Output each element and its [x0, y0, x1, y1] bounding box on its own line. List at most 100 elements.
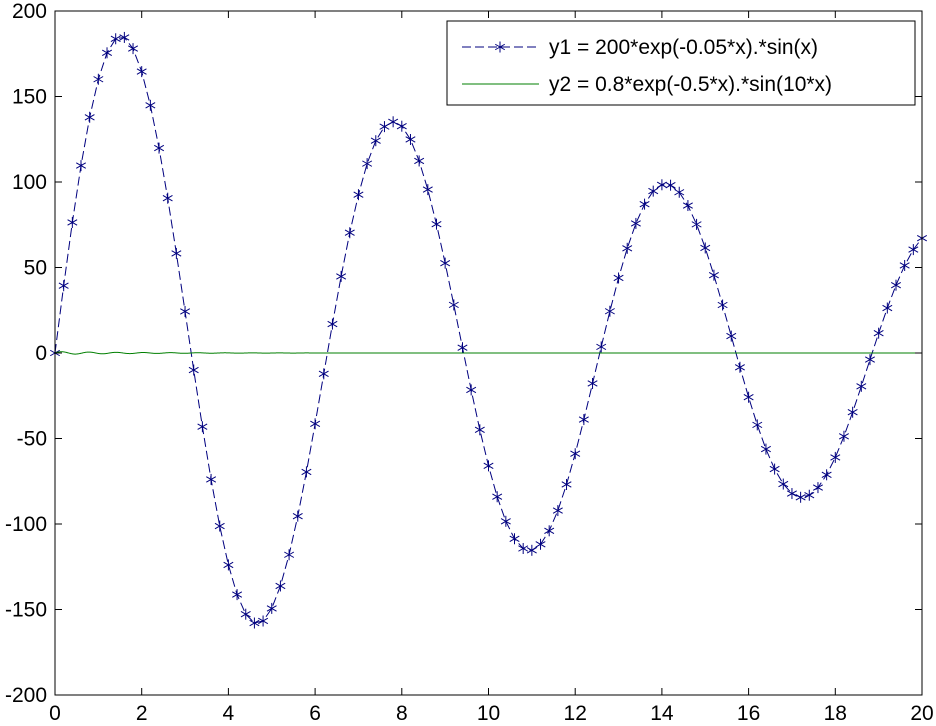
data-point-y1	[535, 538, 546, 550]
data-point-y1	[93, 73, 104, 85]
data-point-y1	[301, 466, 312, 478]
data-point-y1	[890, 279, 902, 291]
data-point-y1	[240, 608, 251, 620]
data-point-y1	[804, 489, 815, 501]
y-tick-label: -50	[17, 428, 47, 451]
data-point-y1	[882, 302, 893, 314]
data-point-y1	[830, 451, 841, 463]
data-point-y1	[145, 99, 156, 111]
legend-label-y1: y1 = 200*exp(-0.05*x).*sin(x)	[549, 36, 818, 59]
data-point-y1	[327, 318, 338, 330]
data-point-y1	[578, 414, 589, 426]
data-point-y1	[682, 200, 693, 212]
data-point-y1	[838, 430, 849, 442]
data-point-y1	[674, 186, 685, 198]
x-tick-label: 10	[477, 702, 500, 725]
data-point-y1	[717, 299, 728, 311]
data-point-y1	[223, 559, 234, 571]
legend-sample-y1	[462, 41, 539, 53]
data-point-y1	[908, 244, 919, 256]
data-point-y1	[249, 617, 260, 629]
data-point-y1	[630, 217, 641, 229]
data-point-y1	[708, 269, 719, 281]
data-point-y1	[726, 330, 737, 342]
data-point-y1	[110, 33, 121, 45]
data-point-y1	[492, 491, 503, 503]
y-tick-label: -200	[5, 684, 47, 707]
data-point-y1	[552, 505, 563, 517]
data-point-y1	[448, 299, 459, 311]
y-tick-label: -100	[5, 513, 47, 536]
tick-layer: 0 2 4 6 8 10 12 14 16 18 20 -200 -150 -100 -50 0 50 100 15…	[5, 0, 934, 725]
data-point-y1	[786, 488, 797, 500]
legend-label-y2: y2 = 0.8*exp(-0.5*x).*sin(10*x)	[549, 73, 832, 96]
data-point-y1	[396, 120, 407, 132]
data-point-y1	[171, 247, 182, 259]
y-tick-label: 100	[12, 171, 47, 194]
data-point-y1	[431, 218, 442, 230]
y-tick-label: 200	[12, 0, 47, 23]
data-point-y1	[596, 341, 607, 353]
data-point-y1	[769, 463, 780, 475]
data-point-y1	[604, 305, 615, 317]
data-point-y1	[84, 111, 95, 123]
data-point-y1	[188, 364, 199, 376]
data-point-y1	[873, 327, 884, 339]
x-tick-label: 0	[49, 702, 61, 725]
data-point-y1	[483, 460, 494, 472]
data-point-y1	[561, 478, 572, 490]
data-point-y1	[665, 179, 676, 191]
data-point-y1	[734, 361, 745, 373]
data-point-y1	[75, 160, 87, 172]
data-point-y1	[362, 158, 373, 170]
data-point-y1	[743, 391, 754, 403]
data-point-y1	[318, 368, 329, 380]
data-point-y1	[379, 121, 390, 133]
y-tick-label: -150	[5, 599, 47, 622]
data-point-y1	[700, 242, 711, 254]
x-tick-label: 8	[396, 702, 408, 725]
data-point-y1	[847, 406, 858, 418]
x-tick-label: 18	[824, 702, 847, 725]
x-tick-label: 2	[136, 702, 148, 725]
data-point-y1	[232, 589, 243, 601]
data-point-y1	[180, 305, 191, 317]
data-point-y1	[414, 155, 425, 167]
data-point-y1	[587, 377, 598, 389]
y-tick-label: 0	[35, 342, 47, 365]
data-point-y1	[310, 418, 321, 430]
data-point-y1	[474, 424, 485, 436]
data-point-y1	[760, 443, 771, 455]
data-point-y1	[648, 185, 659, 197]
data-point-y1	[197, 421, 208, 433]
data-point-y1	[526, 544, 537, 556]
data-point-y1	[292, 510, 303, 522]
data-point-y1	[206, 473, 217, 485]
data-point-y1	[856, 380, 867, 392]
data-point-y1	[102, 47, 113, 59]
legend-marker-y1	[494, 41, 506, 53]
data-point-y1	[214, 520, 225, 532]
data-point-y1	[691, 218, 702, 230]
data-point-y1	[136, 66, 147, 78]
legend-box	[446, 20, 916, 106]
data-point-y1	[457, 342, 468, 354]
data-point-y1	[258, 615, 269, 627]
x-tick-label: 4	[223, 702, 235, 725]
data-point-y1	[266, 602, 277, 614]
data-point-y1	[821, 469, 832, 481]
x-tick-label: 14	[650, 702, 674, 725]
data-point-y1	[119, 31, 130, 43]
data-point-y1	[509, 533, 520, 545]
y-tick-label: 50	[24, 257, 47, 280]
data-point-y1	[440, 257, 451, 269]
x-tick-label: 12	[564, 702, 587, 725]
series-line-y2	[54, 351, 922, 355]
data-point-y1	[58, 280, 69, 292]
data-point-y1	[613, 272, 624, 284]
data-point-y1	[864, 354, 875, 366]
data-point-y1	[405, 133, 416, 145]
legend: y1 = 200*exp(-0.05*x).*sin(x) y2 = 0.8*e…	[446, 20, 916, 106]
data-point-y1	[570, 448, 581, 460]
